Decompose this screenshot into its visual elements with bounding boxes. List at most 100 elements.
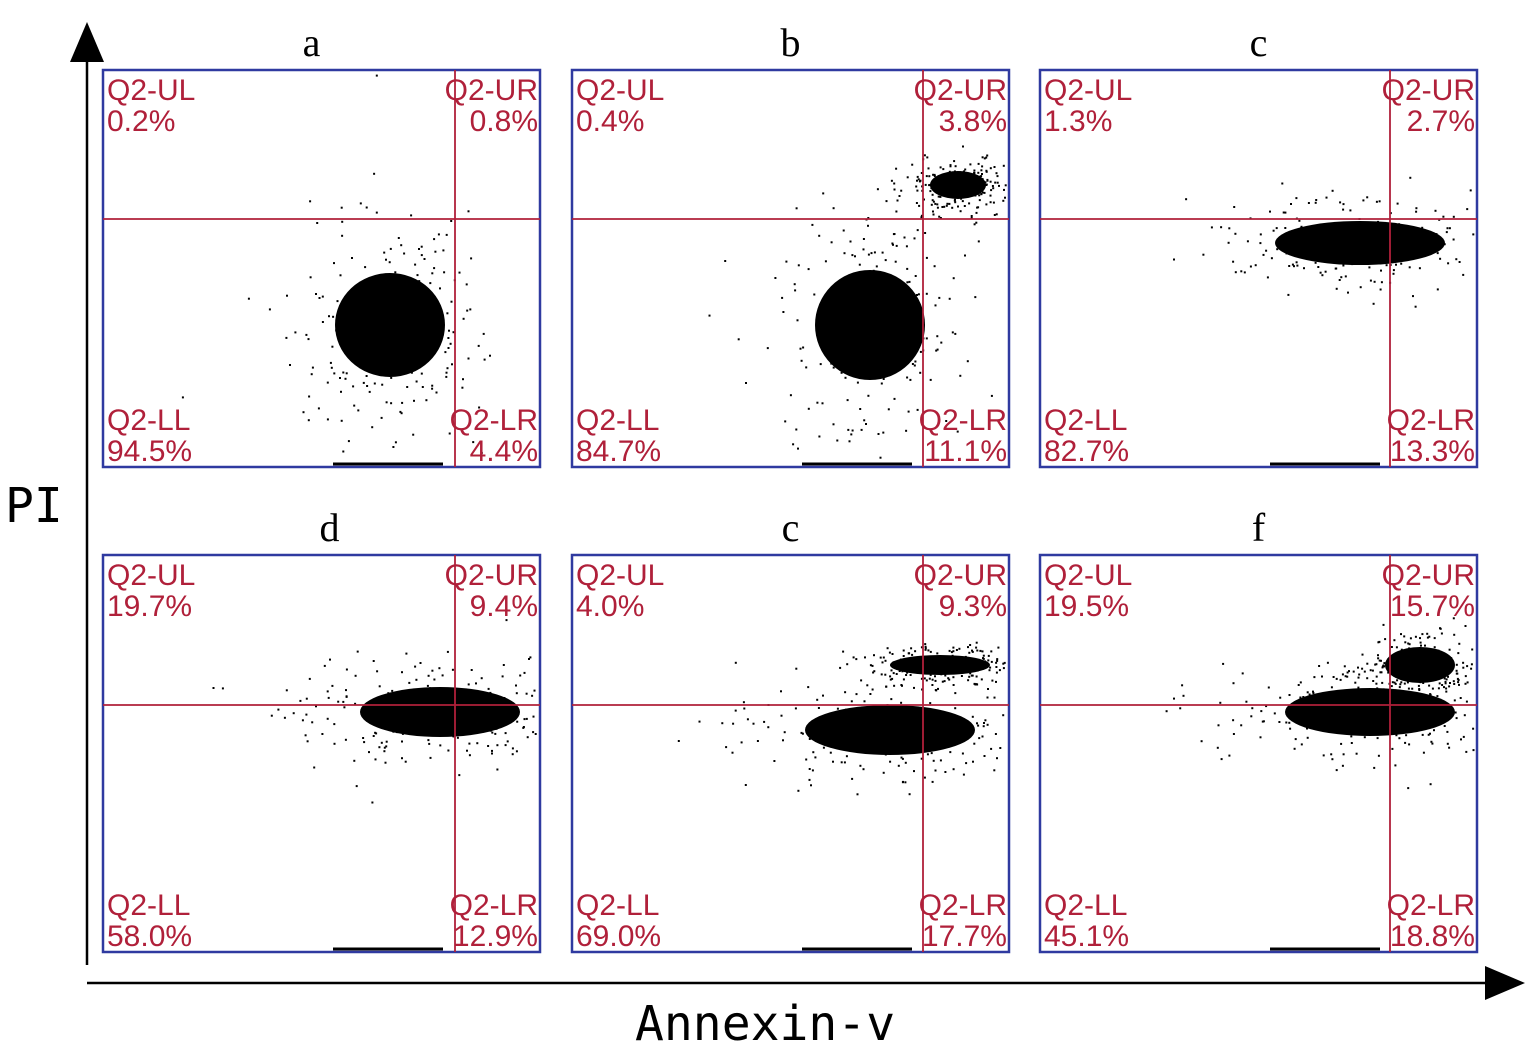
plot-frame: [570, 553, 1011, 954]
scatter-point: [1449, 709, 1452, 712]
scatter-point: [978, 199, 981, 202]
scatter-point: [403, 726, 406, 728]
scatter-point: [526, 736, 529, 739]
scatter-point: [1378, 731, 1380, 734]
scatter-point: [379, 281, 382, 284]
scatter-point: [832, 423, 835, 426]
scatter-point: [995, 666, 998, 668]
scatter-point: [889, 309, 892, 312]
scatter-point: [1375, 200, 1378, 203]
scatter-point: [1424, 644, 1426, 647]
scatter-point: [1435, 233, 1438, 236]
scatter-point: [913, 364, 916, 367]
scatter-point: [970, 217, 973, 219]
scatter-point: [936, 652, 939, 655]
scatter-point: [936, 348, 939, 351]
scatter-point: [1427, 674, 1430, 676]
scatter-point: [1428, 674, 1431, 677]
scatter-point: [437, 717, 440, 720]
scatter-point: [1240, 724, 1243, 727]
scatter-point: [393, 332, 396, 335]
scatter-point: [901, 684, 903, 687]
scatter-point: [932, 210, 934, 213]
scatter-point: [818, 307, 821, 310]
scatter-point: [928, 677, 931, 680]
scatter-point: [895, 673, 898, 675]
scatter-point: [1386, 235, 1389, 238]
scatter-point: [1401, 694, 1404, 696]
scatter-point: [305, 333, 308, 336]
scatter-point: [1296, 264, 1299, 267]
scatter-point: [677, 740, 680, 742]
scatter-point: [862, 238, 865, 240]
scatter-point: [975, 221, 978, 224]
scatter-point: [909, 738, 912, 741]
scatter-point: [928, 184, 931, 187]
scatter-point: [952, 650, 955, 653]
scatter-point: [1338, 723, 1341, 726]
scatter-point: [431, 272, 434, 275]
scatter-point: [389, 323, 392, 326]
scatter-point: [876, 350, 879, 353]
scatter-point: [1339, 678, 1342, 681]
quadrant-lr-name: Q2-LR: [1387, 889, 1475, 922]
scatter-point: [1386, 727, 1389, 730]
scatter-point: [467, 683, 470, 686]
scatter-point: [1394, 764, 1397, 767]
scatter-point: [844, 691, 847, 694]
scatter-point: [1391, 681, 1394, 684]
scatter-point: [844, 745, 847, 748]
scatter-point: [345, 695, 348, 698]
scatter-point: [860, 310, 863, 313]
scatter-point: [502, 711, 505, 714]
scatter-point: [913, 770, 915, 773]
scatter-point: [967, 177, 969, 180]
scatter-point: [376, 670, 379, 673]
scatter-point: [855, 298, 858, 301]
scatter-point: [301, 719, 304, 722]
scatter-point: [825, 741, 828, 743]
scatter-point: [920, 677, 923, 680]
scatter-point: [1245, 700, 1248, 703]
scatter-point: [351, 337, 354, 340]
scatter-point: [936, 335, 939, 338]
scatter-point: [901, 757, 904, 760]
scatter-point: [962, 192, 965, 195]
scatter-point: [1354, 693, 1357, 696]
scatter-point: [374, 758, 377, 761]
scatter-point: [923, 776, 926, 779]
scatter-point: [795, 207, 798, 210]
scatter-point: [954, 669, 957, 672]
scatter-point: [871, 664, 874, 667]
scatter-point: [421, 311, 424, 314]
scatter-point: [1426, 656, 1429, 659]
scatter-point: [881, 710, 883, 713]
scatter-point: [1422, 751, 1425, 754]
scatter-point: [937, 195, 940, 198]
scatter-point: [973, 223, 976, 226]
scatter-point: [858, 370, 861, 373]
quadrant-ur-name: Q2-UR: [445, 559, 538, 592]
scatter-point: [472, 697, 475, 700]
scatter-point: [881, 350, 884, 353]
scatter-point: [977, 162, 980, 165]
scatter-point: [390, 320, 393, 323]
scatter-point: [911, 163, 914, 166]
scatter-point: [307, 338, 310, 341]
scatter-point: [1455, 258, 1458, 261]
scatter-point: [721, 722, 724, 725]
scatter-point: [416, 345, 419, 348]
scatter-point: [1380, 281, 1383, 284]
scatter-point: [1472, 749, 1475, 752]
scatter-point: [964, 168, 967, 171]
scatter-point: [949, 660, 952, 663]
scatter-point: [992, 201, 995, 204]
scatter-point: [936, 663, 939, 665]
scatter-point: [1434, 209, 1437, 212]
scatter-point: [285, 336, 288, 339]
scatter-point: [940, 176, 943, 179]
scatter-point: [948, 202, 951, 205]
scatter-point: [990, 650, 993, 653]
quadrant-ll-value: 69.0%: [576, 920, 661, 953]
population-core: [1275, 221, 1445, 265]
